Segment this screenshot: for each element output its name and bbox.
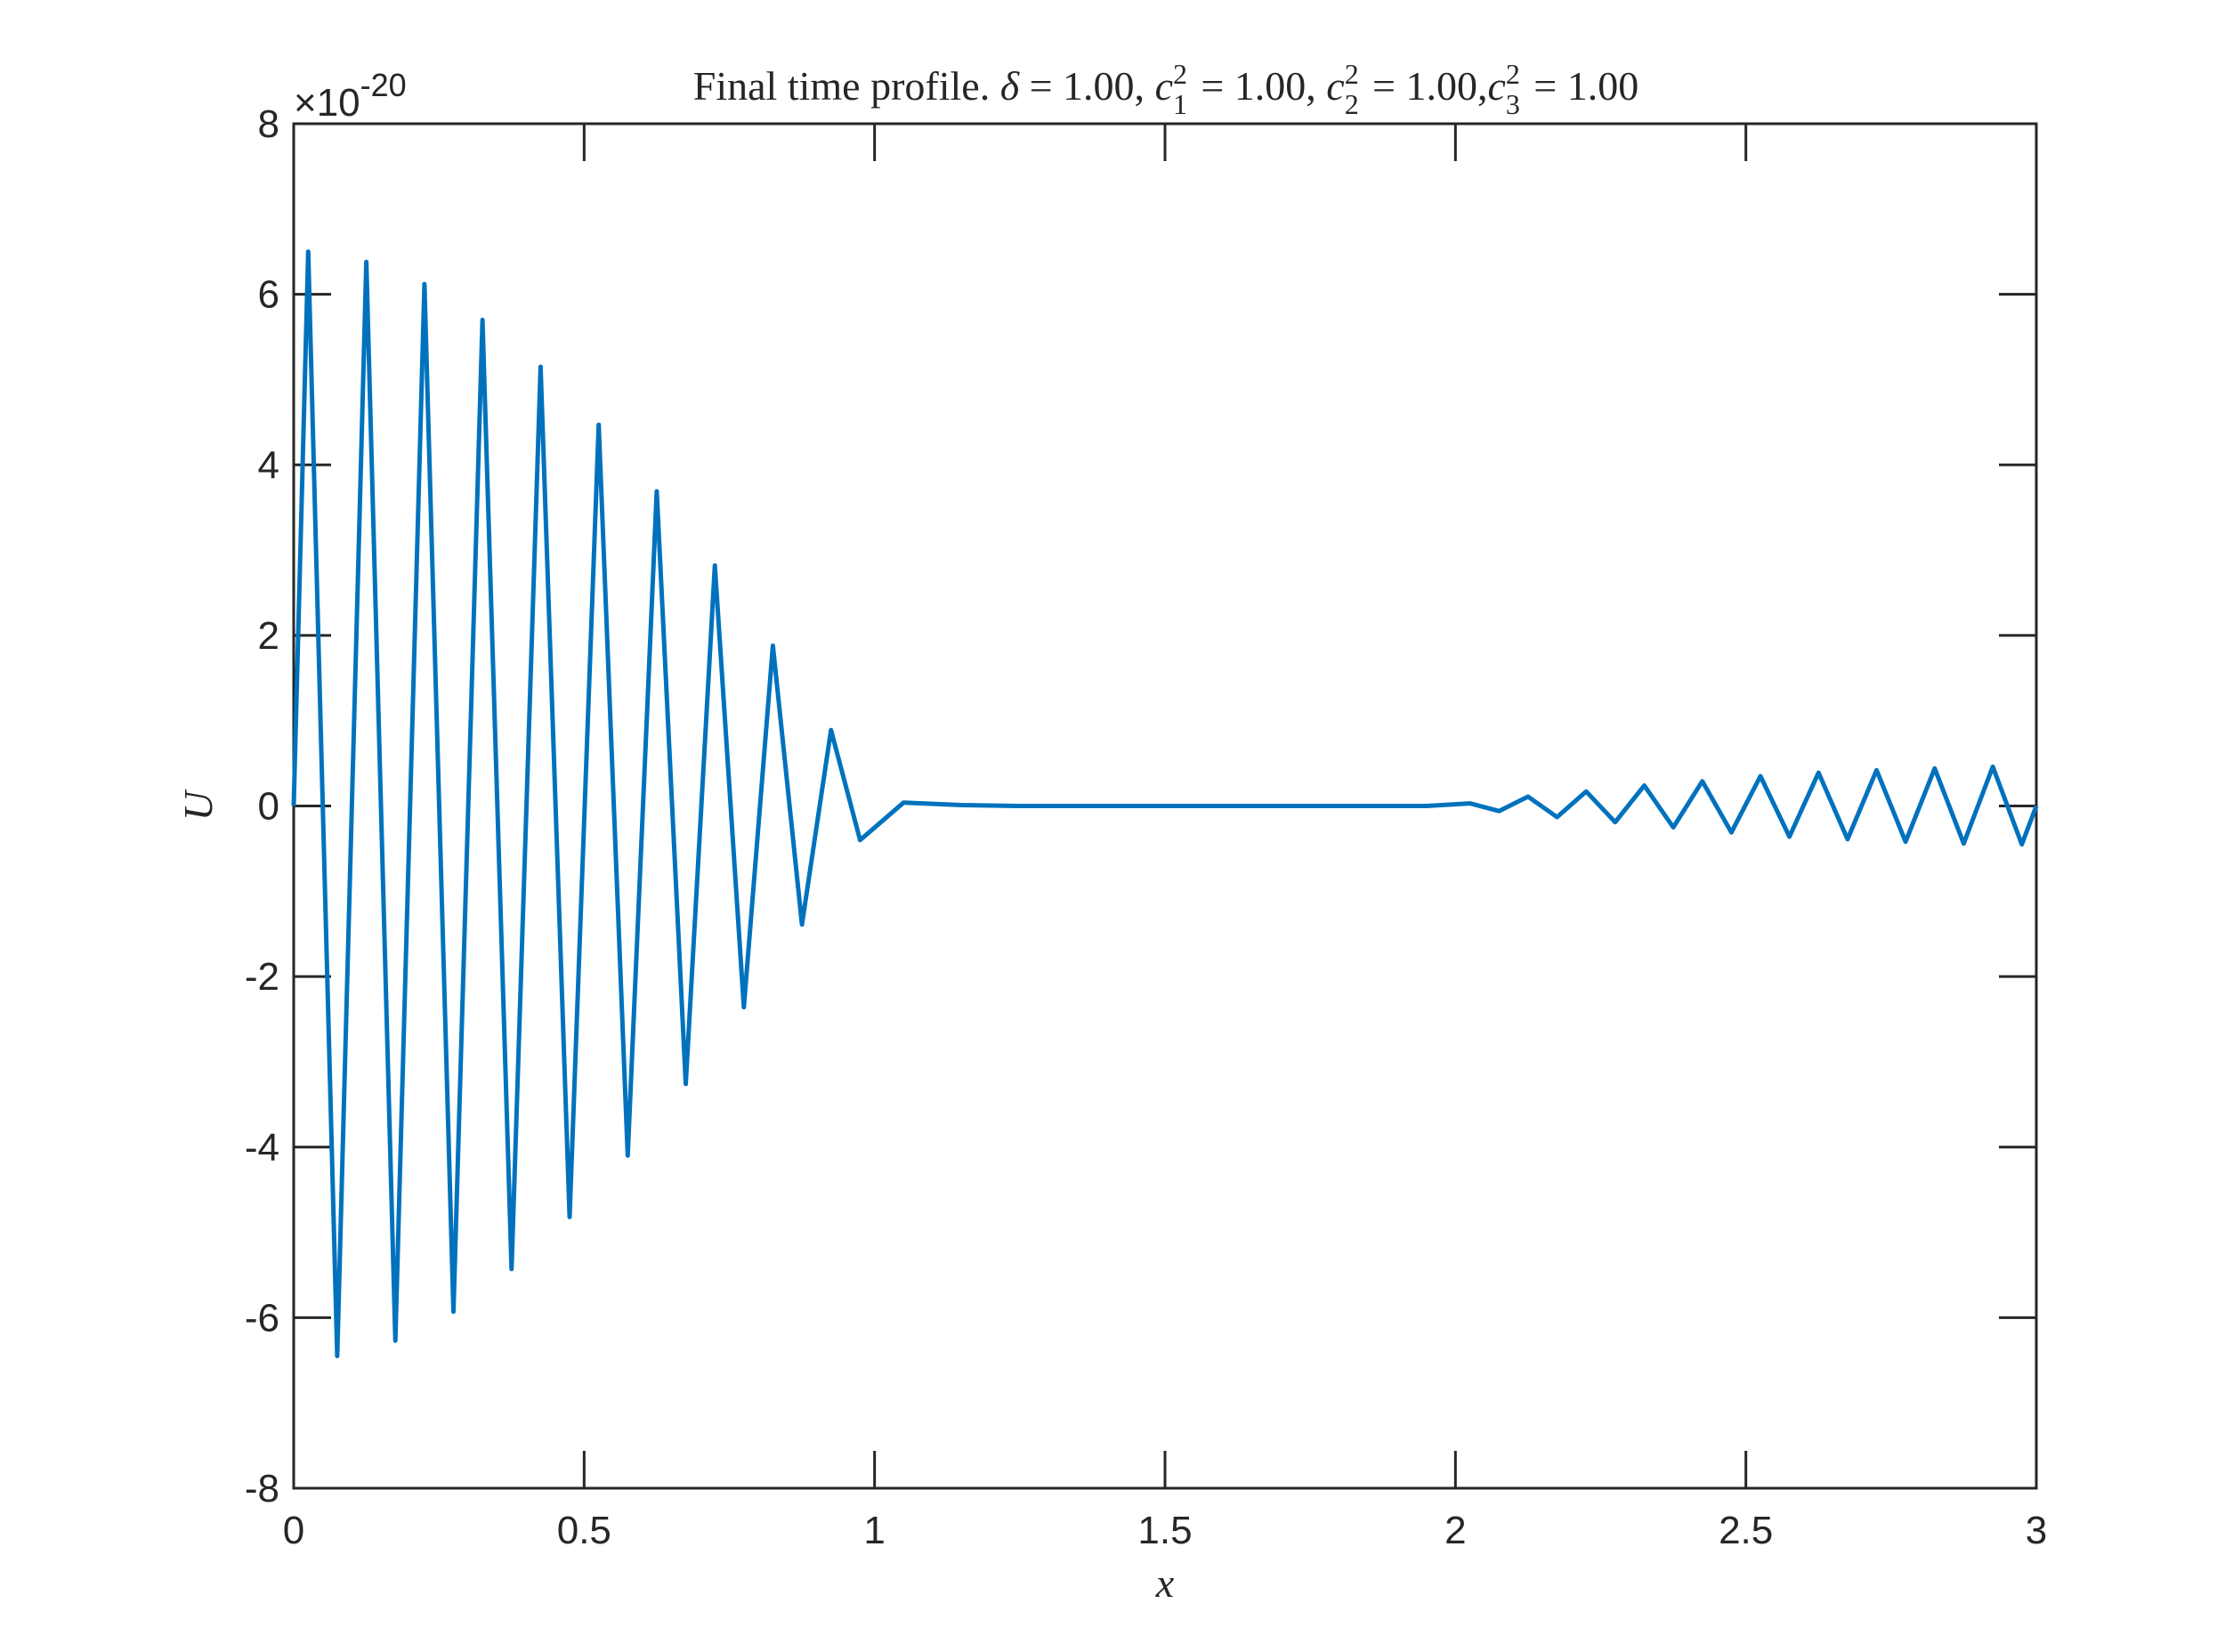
axis-ticks <box>292 122 2038 1490</box>
x-tick-label: 1.5 <box>1137 1509 1192 1552</box>
series-line <box>291 249 2039 1358</box>
exponent-text: ×10-20 <box>294 67 407 125</box>
x-tick-labels: 0 0.5 1 1.5 2 2.5 3 <box>283 1509 2047 1552</box>
y-tick-label: -2 <box>245 955 279 999</box>
x-tick-label: 0.5 <box>557 1509 611 1552</box>
y-tick-label: 8 <box>258 102 279 146</box>
y-tick-label: 4 <box>258 443 279 487</box>
chart-title: Final time profile. δ = 1.00, c2 1 = 1.00… <box>693 58 1638 120</box>
y-axis-label: U <box>175 789 221 821</box>
y-tick-label: -6 <box>245 1296 279 1340</box>
x-tick-label: 3 <box>2026 1509 2047 1552</box>
title-text: Final time profile. δ = 1.00, c2 1 = 1.00… <box>693 58 1638 120</box>
x-axis-label: x <box>1155 1560 1175 1606</box>
y-axis-exponent-label: ×10-20 <box>294 67 407 125</box>
x-tick-label: 2 <box>1444 1509 1466 1552</box>
series-group <box>291 249 2039 1358</box>
x-tick-label: 1 <box>863 1509 885 1552</box>
y-tick-label: 6 <box>258 273 279 317</box>
x-tick-label: 0 <box>283 1509 304 1552</box>
y-tick-label: -8 <box>245 1467 279 1510</box>
x-tick-label: 2.5 <box>1719 1509 1773 1552</box>
y-tick-label: 2 <box>258 614 279 658</box>
y-tick-label: 0 <box>258 785 279 829</box>
y-tick-label: -4 <box>245 1126 279 1170</box>
y-tick-labels: -8 -6 -4 -2 0 2 4 6 8 <box>245 102 279 1510</box>
